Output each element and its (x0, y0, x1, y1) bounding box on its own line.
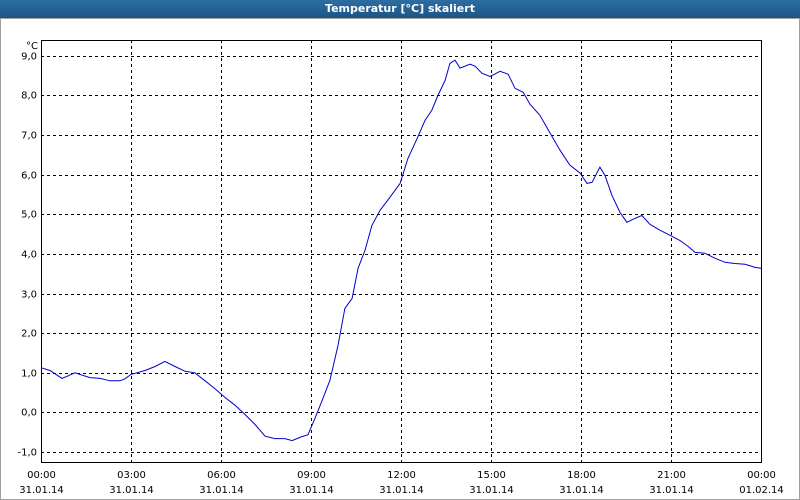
x-tick-date: 31.01.14 (199, 485, 244, 496)
x-tick-label: 18:00 (567, 470, 596, 481)
x-tick-label: 12:00 (387, 470, 416, 481)
x-tick-date: 31.01.14 (289, 485, 334, 496)
y-tick-label: 3,0 (21, 290, 37, 301)
window-border (0, 18, 800, 500)
x-tick-label: 21:00 (657, 470, 686, 481)
x-tick-date: 31.01.14 (649, 485, 694, 496)
x-tick-label: 15:00 (477, 470, 506, 481)
x-tick-label: 00:00 (27, 470, 56, 481)
x-tick-date: 31.01.14 (559, 485, 604, 496)
x-tick-label: 03:00 (117, 470, 146, 481)
x-tick-date: 31.01.14 (379, 485, 424, 496)
y-tick-label: 6,0 (21, 171, 37, 182)
x-tick-date: 31.01.14 (109, 485, 154, 496)
x-tick-date: 01.02.14 (739, 485, 784, 496)
line-series (40, 59, 762, 442)
x-tick-label: 09:00 (297, 470, 326, 481)
title-bar: Temperatur [°C] skaliert (0, 0, 800, 18)
y-unit: °C (26, 41, 38, 52)
x-tick-label: 06:00 (207, 470, 236, 481)
y-tick-label: 5,0 (21, 210, 37, 221)
x-tick-label: 00:00 (747, 470, 776, 481)
y-tick-label: 4,0 (21, 250, 37, 261)
y-tick-label: 0,0 (21, 408, 37, 419)
plot-frame (41, 40, 762, 463)
y-tick-label: 2,0 (21, 329, 37, 340)
x-tick-date: 31.01.14 (19, 485, 64, 496)
y-tick-label: 8,0 (21, 91, 37, 102)
y-tick-label: 1,0 (21, 369, 37, 380)
x-tick-date: 31.01.14 (469, 485, 514, 496)
y-tick-label: 9,0 (21, 52, 37, 63)
y-tick-label: -1,0 (17, 448, 37, 459)
y-tick-label: 7,0 (21, 131, 37, 142)
